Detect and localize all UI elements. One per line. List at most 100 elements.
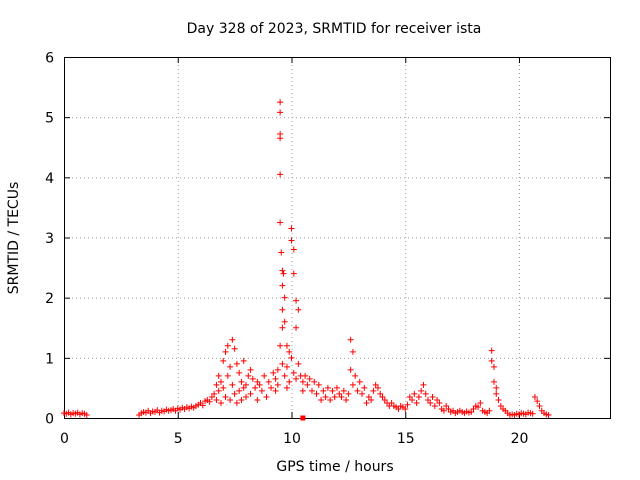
data-point [324,384,331,391]
data-point [420,381,427,388]
data-point [477,399,484,406]
data-point [327,396,334,403]
data-point [293,297,300,304]
data-point [288,354,295,361]
data-point [279,324,286,331]
data-point [340,387,347,394]
data-point [231,390,238,397]
data-point [290,369,297,376]
data-point [224,372,231,379]
data-point [318,396,325,403]
data-point [208,393,215,400]
data-point [308,387,315,394]
y-tick-label: 0 [45,412,54,428]
data-point [322,393,329,400]
data-point [249,375,256,382]
data-point [493,384,500,391]
data-point [283,342,290,349]
data-point [434,396,441,403]
data-point [231,345,238,352]
data-point [488,357,495,364]
data-point [217,399,224,406]
x-tick-label: 20 [511,431,529,447]
data-point [227,363,234,370]
data-point [222,348,229,355]
data-point [222,393,229,400]
data-point [215,387,222,394]
data-point [377,390,384,397]
data-point [490,363,497,370]
data-point [293,375,300,382]
data-point [290,270,297,277]
y-tick-label: 4 [45,171,54,187]
data-point [404,401,411,408]
data-point [320,387,327,394]
data-point [313,390,320,397]
data-point [224,342,231,349]
data-point [261,372,268,379]
data-point [299,378,306,385]
chart-title: Day 328 of 2023, SRMTID for receiver ist… [187,21,482,37]
data-point [236,387,243,394]
data-point [347,336,354,343]
data-point [529,410,536,417]
data-point [486,407,493,414]
y-tick-label: 2 [45,291,54,307]
data-point [240,357,247,364]
data-point [402,405,409,412]
data-point [345,390,352,397]
data-point [406,393,413,400]
data-point [256,381,263,388]
data-point [443,402,450,409]
data-point [370,387,377,394]
data-point [252,384,259,391]
data-point [545,411,552,418]
data-point [495,396,502,403]
data-point [277,171,284,178]
data-point [418,387,425,394]
data-point [311,378,318,385]
data-point [254,396,261,403]
y-tick-label: 3 [45,231,54,247]
data-point [83,411,90,418]
data-point [295,360,302,367]
data-point [283,384,290,391]
data-point [534,398,541,405]
data-point [493,390,500,397]
data-point [245,372,252,379]
data-point [199,402,206,409]
data-point [272,375,279,382]
data-point [427,399,434,406]
data-point [229,381,236,388]
data-point [361,384,368,391]
data-point [279,306,286,313]
data-point [277,135,284,142]
data-point [470,405,477,412]
data-point [233,399,240,406]
data-point [220,357,227,364]
data-point [475,404,482,411]
data-point [254,378,261,385]
data-point [229,336,236,343]
data-point [336,390,343,397]
data-point [329,387,336,394]
data-point [277,219,284,226]
data-point [372,381,379,388]
data-point [288,225,295,232]
data-point [304,381,311,388]
data-point [281,318,288,325]
data-point [468,408,475,415]
data-point [349,348,356,355]
data-point [349,381,356,388]
data-point [338,393,345,400]
data-point [281,294,288,301]
data-point [488,347,495,354]
axis-ticks: 0 5 10 15 20 0 1 2 3 4 5 6 [45,51,610,447]
data-point [263,393,270,400]
data-point [213,381,220,388]
data-point [445,405,452,412]
data-point [277,109,284,116]
data-point [288,237,295,244]
data-point [331,393,338,400]
data-point [240,384,247,391]
